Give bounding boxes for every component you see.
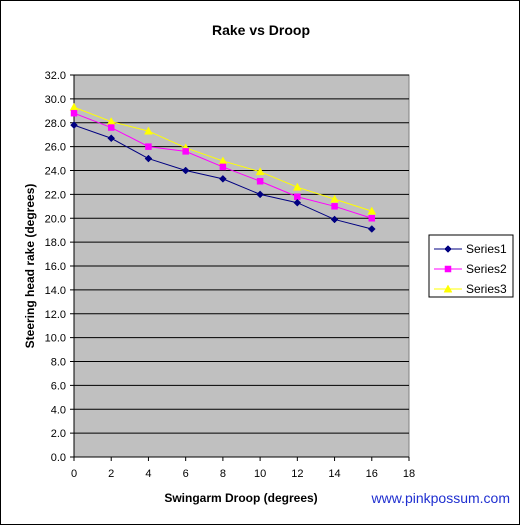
legend-swatch-marker [443, 284, 453, 293]
series-2 [70, 109, 376, 222]
series-3-point [367, 206, 377, 215]
legend-item-series-2: Series2 [434, 262, 507, 276]
x-tick-label: 12 [291, 468, 303, 480]
y-tick-label: 16.0 [45, 261, 66, 273]
series-3-point [144, 126, 153, 135]
series-1-point [70, 121, 78, 129]
y-axis-title: Steering head rake (degrees) [23, 184, 37, 349]
series-1-point [219, 175, 227, 183]
y-tick-label: 12.0 [45, 309, 66, 321]
legend-item-series-1: Series1 [434, 242, 507, 256]
series-2-point [368, 215, 376, 222]
series-3-point [292, 182, 302, 191]
series-3-point [330, 194, 339, 203]
y-tick-label: 30.0 [45, 94, 66, 106]
watermark-url[interactable]: www.pinkpossum.com [371, 490, 511, 506]
legend-box [428, 234, 514, 298]
y-tick-label: 2.0 [51, 428, 66, 440]
y-tick-label: 0.0 [51, 452, 66, 464]
legend-swatch-marker [444, 265, 452, 273]
x-tick-label: 4 [145, 468, 151, 480]
x-tick-label: 8 [220, 468, 226, 480]
x-tick-label: 16 [366, 468, 378, 480]
series-1-point [181, 166, 190, 175]
series-2-point [294, 193, 301, 201]
y-tick-label: 28.0 [45, 118, 66, 130]
chart-title: Rake vs Droop [212, 22, 310, 38]
series-1-point [330, 215, 339, 224]
series-2-point [182, 148, 189, 155]
series-1-point [144, 154, 153, 163]
tick-layer: 0.0 2.0 4.0 6.0 8.0 10.0 12.0 14.0 16.0 18.0 20.0 2… [45, 70, 416, 480]
series-1-point [293, 198, 302, 207]
series-2-point [145, 143, 152, 150]
legend-label: Series1 [466, 242, 507, 256]
legend-item-series-3: Series3 [434, 282, 507, 296]
legend-swatch-marker [444, 245, 452, 253]
y-tick-label: 18.0 [45, 237, 66, 249]
axis-layer [70, 74, 410, 461]
series-1-point [367, 225, 376, 233]
series-1-point [256, 190, 264, 199]
series-2-point [70, 109, 78, 117]
legend-label: Series2 [466, 262, 507, 276]
series-layer [69, 102, 377, 233]
y-tick-label: 14.0 [45, 285, 66, 297]
x-axis-title: Swingarm Droop (degrees) [164, 491, 317, 505]
y-tick-label: 24.0 [45, 166, 66, 178]
y-tick-label: 26.0 [45, 142, 66, 154]
y-tick-label: 6.0 [51, 380, 66, 392]
series-2-point [107, 124, 115, 131]
series-2-point [331, 203, 338, 210]
x-tick-label: 2 [108, 468, 114, 480]
x-tick-label: 10 [254, 468, 266, 480]
y-tick-label: 4.0 [51, 404, 66, 416]
y-tick-label: 8.0 [51, 357, 66, 369]
y-tick-label: 10.0 [45, 333, 66, 345]
series-2-point [219, 163, 227, 171]
series-3 [69, 102, 377, 215]
x-tick-label: 14 [328, 468, 340, 480]
series-1-point [107, 134, 116, 143]
series-1 [70, 121, 376, 233]
x-tick-label: 0 [71, 468, 77, 480]
legend: Series1 Series2 Series3 [428, 234, 514, 298]
legend-items: Series1 Series2 Series3 [434, 242, 507, 296]
series-2-point [256, 177, 264, 185]
legend-label: Series3 [466, 282, 507, 296]
x-tick-label: 18 [403, 468, 415, 480]
series-3-point [255, 167, 265, 176]
y-tick-label: 32.0 [45, 70, 66, 82]
y-tick-label: 20.0 [45, 213, 66, 225]
x-tick-label: 6 [183, 468, 189, 480]
grid-layer [74, 74, 409, 434]
y-tick-label: 22.0 [45, 189, 66, 201]
